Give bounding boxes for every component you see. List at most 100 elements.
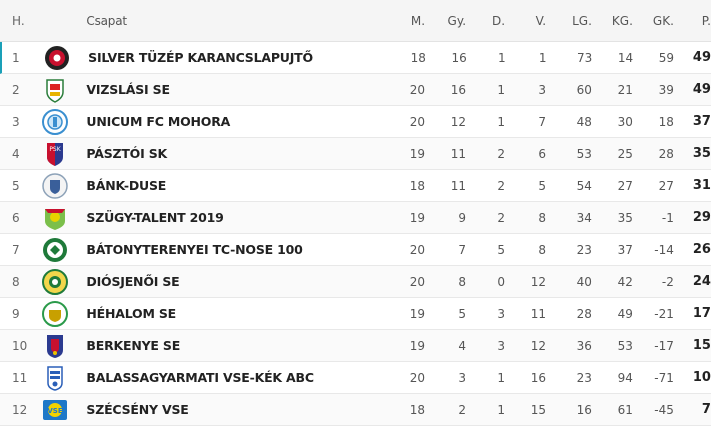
row-goals-against: 27 (617, 178, 633, 193)
table-row[interactable]: 10 BERKENYE SE 19 4 3 12 36 53 -17 15 (0, 330, 711, 362)
row-position: 8 (12, 274, 20, 289)
row-draws: 1 (497, 82, 506, 97)
row-goal-difference: -1 (661, 210, 674, 225)
row-points: 29 (692, 210, 711, 225)
row-wins: 9 (458, 210, 467, 225)
team-name-link[interactable]: DIÓSJENŐI SE (86, 274, 180, 289)
row-wins: 8 (458, 274, 467, 289)
team-name-link[interactable]: BÁNK-DUSE (86, 178, 167, 193)
row-losses: 16 (530, 370, 547, 385)
row-goals-for: 48 (576, 114, 592, 129)
row-goal-difference: -2 (661, 274, 674, 289)
team-crest-icon (33, 333, 76, 359)
row-position: 5 (12, 178, 20, 193)
team-name-link[interactable]: SILVER TÜZÉP KARANCSLAPUJTŐ (88, 50, 313, 65)
table-row[interactable]: 6 SZÜGY-TALENT 2019 19 9 2 8 34 35 -1 29 (0, 202, 711, 234)
row-goals-for: 34 (576, 210, 592, 225)
row-matches: 18 (409, 178, 426, 193)
row-points: 35 (692, 146, 711, 161)
row-goal-difference: 39 (658, 82, 674, 97)
row-matches: 19 (409, 146, 426, 161)
team-name-link[interactable]: BALASSAGYARMATI VSE-KÉK ABC (86, 370, 314, 385)
row-wins: 11 (450, 178, 467, 193)
row-goal-difference: -14 (654, 242, 674, 257)
row-wins: 12 (450, 114, 467, 129)
team-name-link[interactable]: SZÉCSÉNY VSE (86, 402, 189, 417)
row-points: 10 (692, 370, 711, 385)
table-row[interactable]: 11 BALASSAGYARMATI VSE-KÉK ABC 20 3 1 16 23 94 -… (0, 362, 711, 394)
row-goals-for: 28 (576, 306, 592, 321)
table-row[interactable]: 5 BÁNK-DUSE 18 11 2 5 54 27 27 31 (0, 170, 711, 202)
row-draws: 3 (497, 306, 506, 321)
row-position: 7 (12, 242, 20, 257)
row-goals-for: 54 (576, 178, 592, 193)
row-draws: 1 (497, 114, 506, 129)
table-row[interactable]: 8 DIÓSJENŐI SE 20 8 0 12 40 42 -2 24 (0, 266, 711, 298)
row-goals-for: 23 (576, 242, 592, 257)
table-row[interactable]: 1 SILVER TÜZÉP KARANCSLAPUJTŐ 18 16 1 1 73 14 59… (0, 42, 711, 74)
row-draws: 1 (497, 370, 506, 385)
team-name-link[interactable]: VIZSLÁSI SE (86, 82, 170, 97)
row-points: 24 (692, 274, 711, 289)
table-row[interactable]: 3 UNICUM FC MOHORA 20 12 1 7 48 30 18 37 (0, 106, 711, 138)
row-position: 6 (12, 210, 20, 225)
row-losses: 3 (538, 82, 547, 97)
row-goals-for: 53 (576, 146, 592, 161)
row-losses: 8 (538, 242, 547, 257)
team-crest-icon (33, 77, 76, 103)
row-goals-against: 35 (617, 210, 633, 225)
row-losses: 12 (530, 338, 547, 353)
row-goal-difference: -45 (654, 402, 674, 417)
table-row[interactable]: 2 VIZSLÁSI SE 20 16 1 3 60 21 39 49 (0, 74, 711, 106)
header-losses: V. (535, 13, 547, 28)
row-points: 49 (692, 50, 711, 65)
svg-text:VSE: VSE (47, 407, 62, 415)
team-name-link[interactable]: BERKENYE SE (86, 338, 181, 353)
row-matches: 20 (409, 274, 426, 289)
row-goal-difference: -17 (654, 338, 674, 353)
row-wins: 5 (458, 306, 467, 321)
team-name-link[interactable]: HÉHALOM SE (86, 306, 177, 321)
row-goal-difference: 28 (658, 146, 674, 161)
team-name-link[interactable]: BÁTONYTERENYEI TC-NOSE 100 (86, 242, 303, 257)
row-goal-difference: -21 (654, 306, 674, 321)
row-goals-for: 40 (576, 274, 592, 289)
row-wins: 7 (458, 242, 467, 257)
row-wins: 16 (451, 50, 467, 65)
header-goals-against: KG. (611, 13, 633, 28)
table-row[interactable]: 9 HÉHALOM SE 19 5 3 11 28 49 -21 17 (0, 298, 711, 330)
row-draws: 0 (497, 274, 506, 289)
row-points: 31 (692, 178, 711, 193)
row-position: 9 (12, 306, 20, 321)
header-goals-for: LG. (572, 13, 592, 28)
row-losses: 5 (538, 178, 547, 193)
team-crest-icon (33, 205, 76, 231)
team-name-link[interactable]: PÁSZTÓI SK (86, 146, 168, 161)
header-draws: D. (492, 13, 506, 28)
team-name-link[interactable]: UNICUM FC MOHORA (86, 114, 231, 129)
row-matches: 20 (409, 242, 426, 257)
team-crest-icon (33, 237, 76, 263)
row-goals-against: 21 (617, 82, 633, 97)
row-goals-against: 61 (617, 402, 633, 417)
table-row[interactable]: 12 VSE SZÉCSÉNY VSE 18 2 1 15 16 61 -45 7 (0, 394, 711, 426)
row-wins: 4 (458, 338, 467, 353)
row-goal-difference: 59 (658, 50, 675, 65)
row-losses: 7 (538, 114, 547, 129)
team-name-link[interactable]: SZÜGY-TALENT 2019 (86, 210, 224, 225)
team-crest-icon (33, 172, 76, 199)
table-row[interactable]: 4 PSK PÁSZTÓI SK 19 11 2 6 53 25 28 35 (0, 138, 711, 170)
row-draws: 2 (497, 178, 506, 193)
row-goals-against: 14 (617, 50, 634, 65)
team-crest-icon (33, 108, 76, 135)
row-position: 11 (12, 370, 28, 385)
team-crest-icon (33, 300, 76, 327)
row-goals-for: 36 (576, 338, 592, 353)
row-matches: 19 (409, 210, 426, 225)
svg-text:PSK: PSK (49, 146, 61, 153)
row-draws: 1 (497, 402, 506, 417)
row-goals-against: 25 (617, 146, 633, 161)
row-position: 3 (12, 114, 20, 129)
table-row[interactable]: 7 BÁTONYTERENYEI TC-NOSE 100 20 7 5 8 23 37 -14 2… (0, 234, 711, 266)
team-crest-icon (33, 365, 76, 391)
